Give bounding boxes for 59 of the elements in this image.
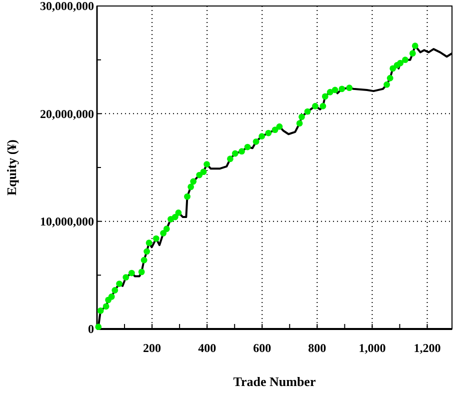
point: [409, 50, 416, 57]
point: [95, 324, 102, 330]
point: [128, 270, 135, 276]
point: [402, 56, 408, 64]
point: [108, 294, 115, 300]
y-axis-title: Equity (¥): [4, 140, 19, 196]
point: [200, 168, 207, 176]
point: [144, 248, 150, 255]
point: [252, 138, 260, 145]
x-tick-label: 1,200: [414, 341, 441, 355]
point: [322, 93, 328, 100]
point: [204, 161, 210, 168]
x-tick-label: 200: [143, 341, 162, 355]
point: [160, 230, 167, 236]
y-tick-label: 10,000,000: [40, 214, 94, 229]
y-tick-label: 0: [88, 322, 94, 336]
point: [326, 88, 334, 96]
point: [172, 214, 178, 220]
point: [258, 133, 266, 140]
x-tick-label: 400: [198, 341, 216, 355]
point: [238, 148, 245, 155]
point: [296, 120, 303, 127]
point: [276, 123, 283, 130]
y-tick-label: 20,000,000: [40, 106, 94, 121]
y-tick-label: 30,000,000: [40, 0, 94, 14]
point: [175, 210, 182, 216]
point: [146, 240, 152, 246]
point: [102, 303, 110, 310]
point: [332, 86, 338, 94]
x-tick-label: 1,000: [358, 341, 386, 355]
point: [152, 235, 160, 242]
point: [190, 178, 197, 185]
point: [112, 287, 118, 294]
point: [338, 86, 346, 92]
point: [138, 268, 145, 276]
x-tick-label: 600: [253, 341, 272, 355]
point: [163, 226, 170, 232]
point: [298, 114, 305, 120]
x-tick-label: 800: [308, 341, 326, 355]
point: [140, 256, 148, 264]
point: [226, 156, 234, 162]
point: [312, 102, 318, 110]
point: [184, 193, 190, 200]
point: [320, 102, 326, 110]
point: [265, 130, 272, 136]
point: [412, 42, 418, 50]
point: [116, 280, 122, 287]
x-axis-title: Trade Number: [233, 374, 316, 389]
point: [122, 274, 130, 281]
point: [304, 108, 311, 115]
point: [397, 60, 404, 66]
point: [346, 84, 353, 92]
point: [188, 184, 194, 190]
point: [97, 307, 104, 314]
point: [244, 144, 251, 150]
point: [384, 81, 390, 88]
point: [386, 74, 394, 82]
point: [272, 126, 278, 134]
point: [232, 150, 238, 157]
